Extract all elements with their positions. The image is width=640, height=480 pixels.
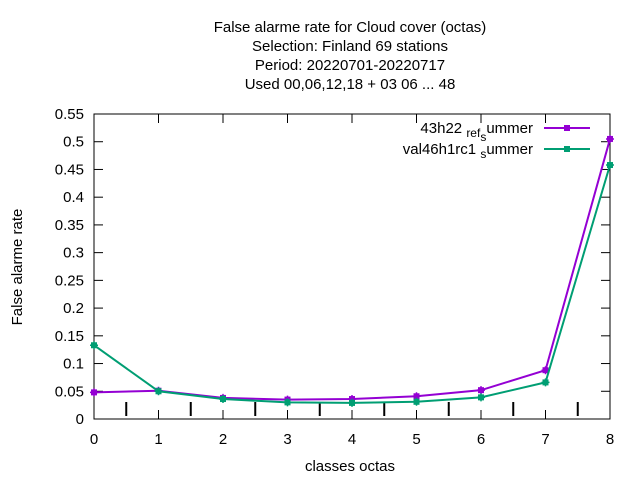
title-line-4: Used 00,06,12,18 + 03 06 ... 48 (245, 76, 456, 93)
legend-item-1: 43h22 refsummer (420, 120, 590, 144)
y-tick-label: 0.15 (55, 328, 84, 345)
series-layer (90, 134, 614, 407)
y-tick-label: 0.55 (55, 106, 84, 123)
series-2-point-cross (283, 398, 292, 407)
series-line-2 (93, 164, 611, 404)
legend-label-1: 43h22 refsummer (420, 120, 533, 144)
legend-label-subscript: s (480, 130, 486, 144)
series-1-point-cross (90, 388, 98, 397)
legend-label-subscript: ref (466, 126, 481, 140)
y-tick-label: 0 (76, 411, 84, 428)
x-axis-label: classes octas (305, 458, 395, 475)
y-tick-label: 0.25 (55, 272, 84, 289)
series-2-point-cross (477, 393, 485, 402)
x-tick-label: 7 (541, 431, 549, 448)
x-tick-label: 6 (477, 431, 485, 448)
y-tick-label: 0.4 (63, 189, 84, 206)
legend-label-part: ummer (486, 141, 533, 158)
x-tick-label: 2 (219, 431, 227, 448)
x-tick-label: 5 (412, 431, 420, 448)
title-line-2: Selection: Finland 69 stations (252, 38, 448, 55)
y-tick-label: 0.3 (63, 245, 84, 262)
y-tick-label: 0.45 (55, 161, 84, 178)
y-tick-label: 0.5 (63, 134, 84, 151)
series-2-point-cross (606, 161, 614, 170)
y-tick-label: 0.1 (63, 356, 84, 373)
title-line-3: Period: 20220701-20220717 (255, 57, 445, 74)
x-tick-label: 3 (283, 431, 291, 448)
x-tick-label: 4 (348, 431, 356, 448)
y-tick-label: 0.2 (63, 300, 84, 317)
chart-title: False alarme rate for Cloud cover (octas… (214, 19, 487, 93)
series-2-point-cross (541, 378, 550, 387)
y-axis-label: False alarme rate (9, 209, 26, 326)
series-2-point-cross (154, 387, 163, 396)
legend-label-2: val46h1rc1 summer (403, 141, 533, 161)
series-2-point-cross (412, 397, 421, 406)
x-tick-label: 1 (154, 431, 162, 448)
series-2-point-cross (348, 398, 356, 407)
legend-label-subscript: s (480, 147, 486, 161)
x-tick-label: 0 (90, 431, 98, 448)
series-1-point-cross (606, 134, 614, 143)
minor-ticks (125, 402, 579, 416)
series-2-point-cross (90, 341, 98, 350)
y-axis: 0 0.05 0.1 0.15 0.2 0.25 0.3 0.35 0.4 0.45 0.5 0.55 (55, 106, 610, 428)
y-tick-label: 0.35 (55, 217, 84, 234)
legend-label-part: ummer (486, 120, 533, 137)
legend-label-part: 43h22 (420, 120, 466, 137)
y-tick-label: 0.05 (55, 383, 84, 400)
series-2-point-cross (219, 395, 227, 404)
series-1-point-cross (477, 386, 485, 395)
legend-marker-1 (564, 125, 570, 131)
legend-item-2: val46h1rc1 summer (403, 141, 590, 161)
plot-border (93, 113, 611, 420)
x-axis: 0 1 2 3 4 5 6 7 8 (90, 114, 614, 448)
x-tick-label: 8 (606, 431, 614, 448)
legend-label-part: val46h1rc1 (403, 141, 481, 158)
title-line-1: False alarme rate for Cloud cover (octas… (214, 19, 487, 36)
legend-marker-2 (564, 146, 570, 152)
series-line-1 (93, 138, 611, 401)
